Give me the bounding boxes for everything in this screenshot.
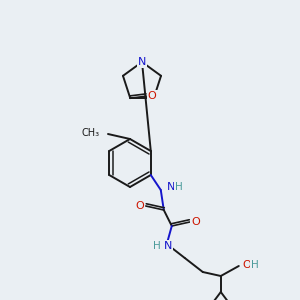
Text: H: H xyxy=(251,260,259,270)
Text: O: O xyxy=(135,201,144,211)
Text: N: N xyxy=(167,182,175,192)
Text: CH₃: CH₃ xyxy=(82,128,100,138)
Text: O: O xyxy=(191,217,200,227)
Text: O: O xyxy=(148,91,157,101)
Text: N: N xyxy=(164,241,172,251)
Text: H: H xyxy=(175,182,183,192)
Text: N: N xyxy=(138,57,146,67)
Text: O: O xyxy=(243,260,251,270)
Text: H: H xyxy=(153,241,161,251)
